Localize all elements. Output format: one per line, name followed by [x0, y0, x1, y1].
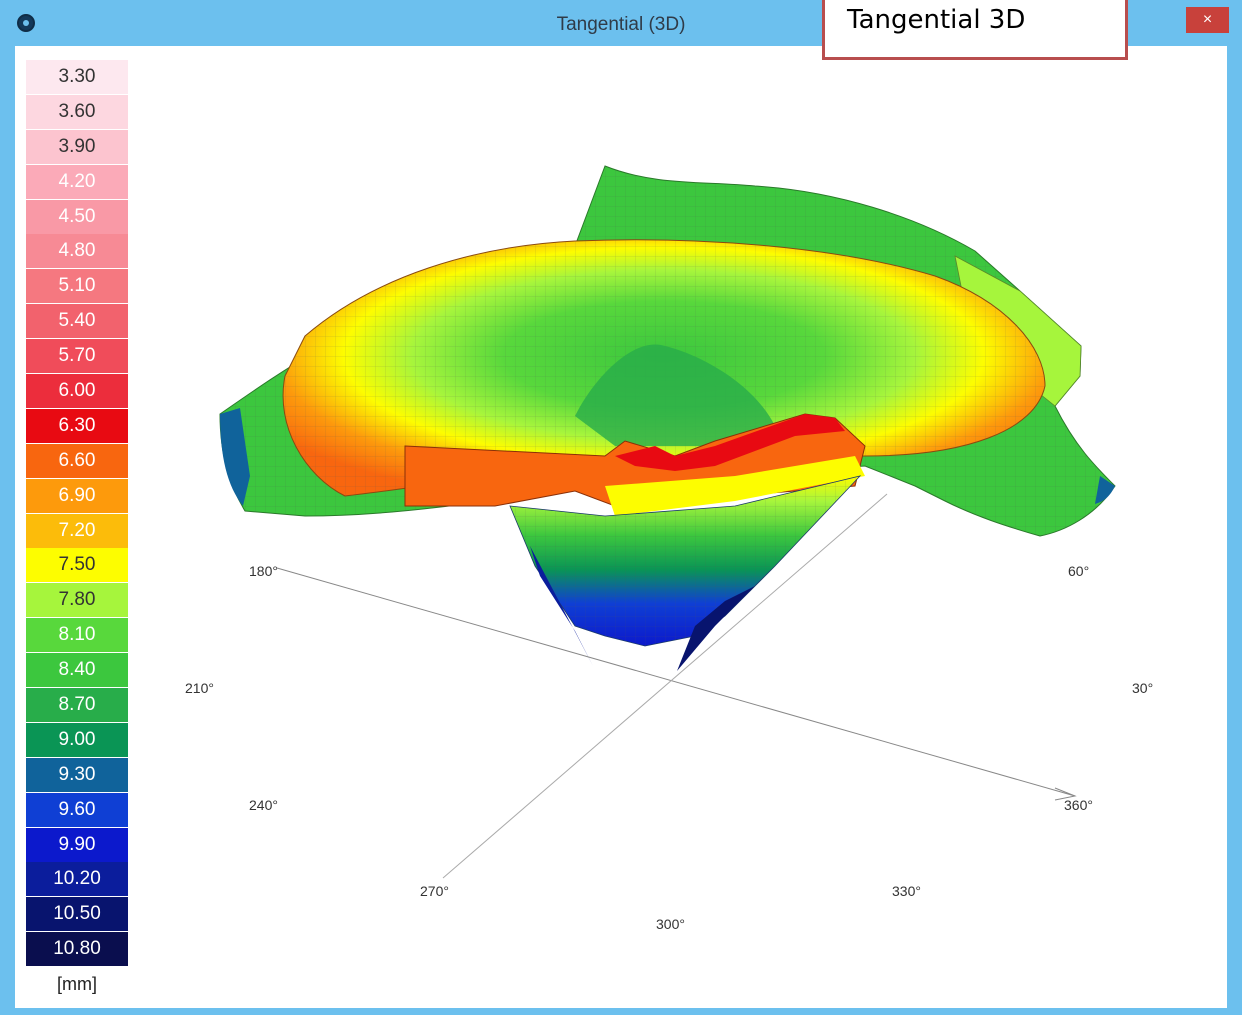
- legend-swatch: 10.20: [26, 862, 128, 897]
- legend-swatch: 6.90: [26, 478, 128, 513]
- close-button[interactable]: ×: [1186, 7, 1229, 33]
- legend-swatch: 8.40: [26, 653, 128, 688]
- legend-swatch: 4.20: [26, 164, 128, 199]
- legend-swatch: 5.10: [26, 269, 128, 304]
- window-title: Tangential (3D): [556, 14, 686, 35]
- legend-swatch: 6.60: [26, 443, 128, 478]
- legend-swatch: 9.00: [26, 722, 128, 757]
- legend-swatch: 6.00: [26, 374, 128, 409]
- annotation-text: Tangential 3D: [847, 5, 1026, 35]
- legend-swatch: 4.80: [26, 234, 128, 269]
- app-icon[interactable]: [17, 14, 35, 32]
- legend-swatch: 9.30: [26, 757, 128, 792]
- surface-center: [575, 344, 775, 446]
- legend-swatch: 7.80: [26, 583, 128, 618]
- axis-label-270: 270°: [420, 883, 449, 899]
- legend-swatch: 4.50: [26, 199, 128, 234]
- axis-label-210: 210°: [185, 680, 214, 696]
- surface-rim-right-edge: [1095, 476, 1115, 504]
- surface-spike-left: [530, 546, 593, 666]
- axis-270-60: [442, 493, 888, 879]
- axis-label-330: 330°: [892, 883, 921, 899]
- legend-swatch: 5.70: [26, 339, 128, 374]
- legend-swatch: 7.20: [26, 513, 128, 548]
- legend-swatch: 6.30: [26, 408, 128, 443]
- surface-rim-left-edge: [220, 408, 250, 506]
- title-bar[interactable]: Tangential (3D) ×: [0, 0, 1242, 46]
- axis-label-60: 60°: [1068, 563, 1089, 579]
- legend-swatch: 7.50: [26, 548, 128, 583]
- legend-swatch: 3.90: [26, 129, 128, 164]
- axis-label-360: 360°: [1064, 797, 1093, 813]
- legend-swatch: 9.60: [26, 792, 128, 827]
- surface-mesh-cone: [510, 476, 860, 646]
- legend-swatch: 8.70: [26, 688, 128, 723]
- legend-unit: [mm]: [57, 974, 97, 995]
- axis-label-30: 30°: [1132, 680, 1153, 696]
- color-legend: 3.30 3.60 3.90 4.20 4.50 4.80 5.10 5.40 5.70 6.00…: [26, 60, 128, 995]
- surface-plot-3d[interactable]: 180° 60° 210° 30° 240° 360° 270° 330° 30…: [15, 46, 1227, 1008]
- legend-swatch: 5.40: [26, 304, 128, 339]
- legend-swatch: 9.90: [26, 827, 128, 862]
- axis-label-180: 180°: [249, 563, 278, 579]
- surface-red-ridge: [615, 414, 845, 471]
- annotation-callout: Tangential 3D: [822, 0, 1128, 60]
- surface-yellow-band: [605, 456, 865, 516]
- plot-area: 3.30 3.60 3.90 4.20 4.50 4.80 5.10 5.40 5.70 6.00…: [15, 46, 1227, 1008]
- legend-swatch: 10.80: [26, 932, 128, 967]
- axis-180-360: [276, 567, 1076, 797]
- axis-label-240: 240°: [249, 797, 278, 813]
- legend-swatch: 3.30: [26, 60, 128, 94]
- legend-swatch: 10.50: [26, 897, 128, 932]
- legend-swatch: 8.10: [26, 618, 128, 653]
- axis-arrow-head: [1054, 787, 1077, 801]
- axis-label-300: 300°: [656, 916, 685, 932]
- legend-swatch: 3.60: [26, 94, 128, 129]
